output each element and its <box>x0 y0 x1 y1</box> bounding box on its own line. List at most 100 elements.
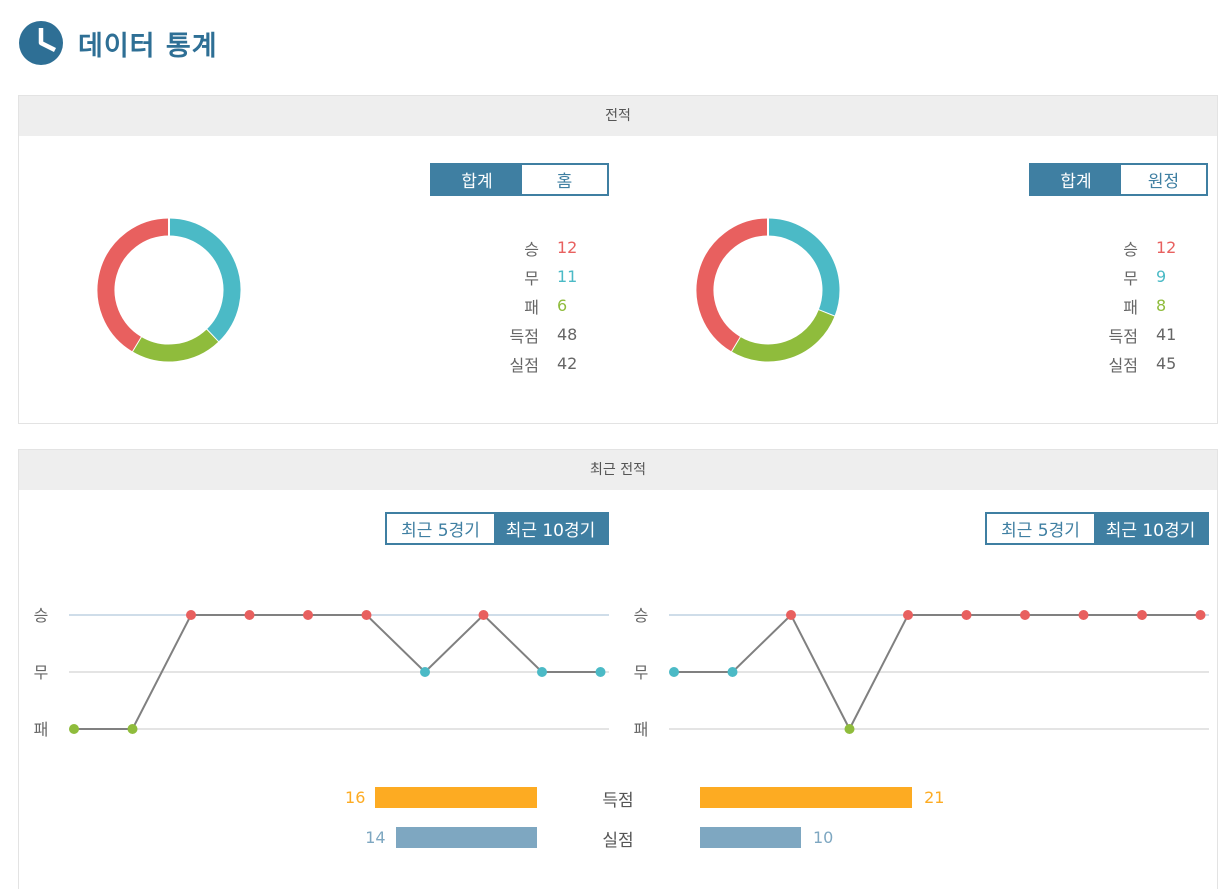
recent-panel-title: 최근 전적 <box>19 450 1217 490</box>
tab-away[interactable]: 원정 <box>1121 165 1206 194</box>
trend-line <box>674 613 1201 732</box>
record-panel-title: 전적 <box>19 96 1217 136</box>
result-point-win <box>361 610 372 620</box>
result-point-draw <box>420 667 430 677</box>
record-panel: 전적 합계 홈 합계 원정 승 12 무 11 패 6 득점 48 실점 42 <box>18 95 1218 424</box>
tab-total-right[interactable]: 합계 <box>1031 165 1121 194</box>
stat-row-win: 승 12 <box>489 233 599 262</box>
stat-value-goals-for: 41 <box>1156 325 1177 344</box>
stat-label-goals-for: 득점 <box>509 326 539 346</box>
donut-slice-draw <box>168 218 241 342</box>
stat-value-loss: 8 <box>1156 296 1167 315</box>
stat-value-goals-against: 45 <box>1156 354 1177 373</box>
stat-row-draw: 무 9 <box>1088 262 1198 291</box>
donut-slice-loss <box>731 309 835 362</box>
tab-recent-10-right[interactable]: 최근 10경기 <box>1094 514 1207 543</box>
stat-value-draw: 9 <box>1156 267 1167 286</box>
goals-against-bar-left <box>395 827 537 848</box>
stat-label-goals-against: 실점 <box>1108 355 1138 375</box>
recent-trend-left: 승무패 <box>34 606 609 739</box>
goals-for-value-right: 21 <box>924 788 945 807</box>
stat-value-win: 12 <box>557 238 578 257</box>
stat-row-goals-for: 득점 48 <box>489 320 599 349</box>
tab-recent-10-left[interactable]: 최근 10경기 <box>494 514 607 543</box>
goals-against-bar-right <box>700 827 801 848</box>
recent-tabs-left: 최근 5경기 최근 10경기 <box>385 512 609 545</box>
result-point-win <box>961 610 972 620</box>
stat-label-loss: 패 <box>1123 297 1138 317</box>
result-point-win <box>244 610 255 620</box>
record-tabs-right: 합계 원정 <box>1029 163 1208 196</box>
stat-label-draw: 무 <box>1123 268 1138 288</box>
page-title: 데이터 통계 <box>78 30 218 62</box>
y-tick-label-loss: 패 <box>34 720 49 739</box>
donut-slice-draw <box>767 218 840 317</box>
pie-chart-icon <box>19 21 63 65</box>
donut-slice-win <box>696 218 769 352</box>
stat-value-draw: 11 <box>557 267 578 286</box>
result-point-loss <box>844 724 855 734</box>
result-point-win <box>1137 610 1147 620</box>
tab-recent-5-right[interactable]: 최근 5경기 <box>987 514 1094 543</box>
goals-for-bar-right <box>700 787 913 808</box>
stat-label-draw: 무 <box>524 268 539 288</box>
stat-row-draw: 무 11 <box>489 262 599 291</box>
goals-for-bar-left <box>375 787 537 808</box>
y-tick-label-loss: 패 <box>634 720 649 739</box>
result-point-win <box>478 610 489 620</box>
stat-value-goals-against: 42 <box>557 354 578 373</box>
stat-label-goals-for: 득점 <box>1108 326 1138 346</box>
stat-value-loss: 6 <box>557 296 568 315</box>
donut-slice-win <box>97 218 170 352</box>
stat-value-win: 12 <box>1156 238 1177 257</box>
record-donut-right <box>696 217 840 362</box>
record-donut-left <box>97 217 241 362</box>
y-tick-label-draw: 무 <box>634 663 649 682</box>
result-point-win <box>186 610 196 620</box>
goals-against-value-left: 14 <box>365 828 386 847</box>
recent-tabs-right: 최근 5경기 최근 10경기 <box>985 512 1209 545</box>
result-point-win <box>903 610 913 620</box>
result-point-win <box>303 610 313 620</box>
result-point-draw <box>595 667 606 677</box>
record-stats-right: 승 12 무 9 패 8 득점 41 실점 45 <box>1088 233 1198 378</box>
tab-recent-5-left[interactable]: 최근 5경기 <box>387 514 494 543</box>
result-point-win <box>1078 610 1089 620</box>
result-point-draw <box>727 667 738 677</box>
tab-total-left[interactable]: 합계 <box>432 165 522 194</box>
goals-for-value-left: 16 <box>345 788 366 807</box>
donut-slice-loss <box>132 329 219 362</box>
goals-for-label: 득점 <box>602 791 634 811</box>
stat-label-goals-against: 실점 <box>509 355 539 375</box>
goals-against-value-right: 10 <box>813 828 834 847</box>
result-point-loss <box>127 724 138 734</box>
stat-label-win: 승 <box>1123 239 1138 259</box>
result-point-win <box>786 610 796 620</box>
stat-row-win: 승 12 <box>1088 233 1198 262</box>
trend-line <box>74 613 601 730</box>
stat-row-loss: 패 8 <box>1088 291 1198 320</box>
stat-row-goals-against: 실점 42 <box>489 349 599 378</box>
result-point-win <box>1195 610 1206 620</box>
result-point-loss <box>69 724 79 734</box>
result-point-win <box>1020 610 1030 620</box>
goals-against-label: 실점 <box>602 831 634 851</box>
y-tick-label-draw: 무 <box>34 663 49 682</box>
stat-row-goals-against: 실점 45 <box>1088 349 1198 378</box>
y-tick-label-win: 승 <box>634 606 649 625</box>
result-point-draw <box>537 667 547 677</box>
page-header: 데이터 통계 <box>18 18 218 68</box>
stat-row-goals-for: 득점 41 <box>1088 320 1198 349</box>
record-tabs-left: 합계 홈 <box>430 163 609 196</box>
record-stats-left: 승 12 무 11 패 6 득점 48 실점 42 <box>489 233 599 378</box>
tab-home[interactable]: 홈 <box>522 165 607 194</box>
result-point-draw <box>669 667 679 677</box>
stat-row-loss: 패 6 <box>489 291 599 320</box>
y-tick-label-win: 승 <box>34 606 49 625</box>
recent-trend-right: 승무패 <box>634 606 1209 739</box>
stat-label-loss: 패 <box>524 297 539 317</box>
donut-separator <box>817 308 836 318</box>
stat-label-win: 승 <box>524 239 539 259</box>
stat-value-goals-for: 48 <box>557 325 578 344</box>
